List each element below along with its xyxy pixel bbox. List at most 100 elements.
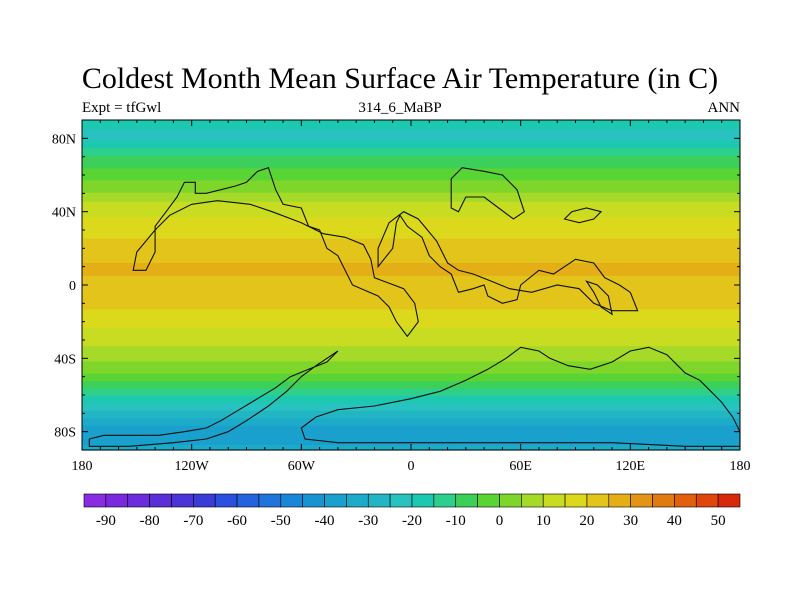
colorbar-swatch xyxy=(346,493,369,508)
field-band xyxy=(82,388,740,392)
field-band xyxy=(82,340,740,344)
colorbar-label: -50 xyxy=(271,513,291,529)
chart-title: Coldest Month Mean Surface Air Temperatu… xyxy=(81,62,719,95)
colorbar-swatch xyxy=(411,493,435,508)
field-band xyxy=(82,174,740,179)
temperature-field xyxy=(82,120,740,451)
field-band xyxy=(82,430,740,434)
colorbar-swatch xyxy=(389,493,413,508)
field-band xyxy=(82,192,740,197)
field-band xyxy=(82,217,740,221)
colorbar-swatch xyxy=(367,493,391,508)
field-band xyxy=(82,208,740,212)
x-tick-label: 60E xyxy=(509,459,532,474)
colorbar-swatch xyxy=(630,493,653,508)
colorbar-swatch xyxy=(652,493,675,508)
field-band xyxy=(82,346,740,350)
field-band xyxy=(82,288,740,292)
continent-outline-europe xyxy=(377,211,639,312)
colorbar-swatch xyxy=(193,493,216,508)
y-tick-label: 80N xyxy=(52,132,76,147)
colorbar-swatch xyxy=(105,493,129,508)
field-band xyxy=(82,165,740,169)
experiment-label: Expt = tfGwl xyxy=(82,100,162,116)
field-band xyxy=(82,235,740,240)
colorbar-label: 20 xyxy=(579,513,594,529)
colorbar-label: 30 xyxy=(623,513,638,529)
field-band xyxy=(82,428,740,432)
field-band xyxy=(82,425,740,429)
x-tick-label: 180 xyxy=(72,459,93,474)
colorbar-label: -70 xyxy=(183,513,203,529)
field-band xyxy=(82,129,740,133)
field-band xyxy=(82,315,740,320)
colorbar-label: -10 xyxy=(446,513,466,529)
field-band xyxy=(82,291,740,295)
colorbar-label: 0 xyxy=(496,513,504,529)
field-band xyxy=(82,343,740,347)
period-label: 314_6_MaBP xyxy=(358,100,442,116)
field-band xyxy=(82,220,740,224)
field-band xyxy=(82,269,740,274)
field-band xyxy=(82,241,740,246)
field-band xyxy=(82,255,740,260)
field-band xyxy=(82,435,740,439)
field-band xyxy=(82,168,740,172)
field-band xyxy=(82,391,740,395)
field-band xyxy=(82,379,740,383)
field-band xyxy=(82,156,740,160)
y-tick-label: 40S xyxy=(54,352,76,367)
colorbar-swatch xyxy=(674,493,697,508)
field-band xyxy=(82,159,740,163)
field-band xyxy=(82,321,740,326)
field-band xyxy=(82,285,740,289)
colorbar-swatch xyxy=(149,493,172,508)
colorbar-swatch xyxy=(171,493,194,508)
field-band xyxy=(82,410,740,414)
field-band xyxy=(82,138,740,142)
field-band xyxy=(82,201,740,206)
colorbar-swatch xyxy=(586,493,610,508)
field-band xyxy=(82,376,740,380)
field-band xyxy=(82,259,740,264)
colorbar-label: 40 xyxy=(667,513,682,529)
colorbar-swatch xyxy=(542,493,566,508)
field-band xyxy=(82,248,740,253)
continent-outline-south-america xyxy=(88,350,339,447)
x-tick-label: 60W xyxy=(288,459,316,474)
continent-outline-north-america xyxy=(132,167,419,338)
field-band xyxy=(82,244,740,249)
continent-outlines xyxy=(88,167,741,447)
x-tick-label: 120E xyxy=(616,459,646,474)
continent-outline-africa xyxy=(300,346,741,447)
field-band xyxy=(82,432,740,436)
field-band xyxy=(82,318,740,323)
colorbar-swatch xyxy=(608,493,631,508)
field-band xyxy=(82,364,740,369)
continent-outline-island xyxy=(585,280,613,316)
field-band xyxy=(82,275,740,280)
field-band xyxy=(82,413,740,417)
field-band xyxy=(82,238,740,243)
field-band xyxy=(82,324,740,329)
x-tick-label: 180 xyxy=(730,459,751,474)
field-band xyxy=(82,361,740,366)
field-band xyxy=(82,358,740,362)
field-band xyxy=(82,355,740,359)
field-band xyxy=(82,393,740,397)
field-band xyxy=(82,183,740,188)
season-label: ANN xyxy=(707,100,741,116)
field-band xyxy=(82,150,740,154)
field-band xyxy=(82,278,740,283)
colorbar-label: -90 xyxy=(96,513,116,529)
field-band xyxy=(82,180,740,185)
colorbar: -90 -80 -70 -60 -50 -40 -30 -20 -10 0 10 20 30 40 50 xyxy=(83,493,741,529)
field-band xyxy=(82,437,740,441)
field-band xyxy=(82,352,740,356)
field-band xyxy=(82,171,740,175)
field-band xyxy=(82,333,740,338)
field-band xyxy=(82,281,740,286)
field-band xyxy=(82,373,740,378)
colorbar-label: 10 xyxy=(536,513,551,529)
